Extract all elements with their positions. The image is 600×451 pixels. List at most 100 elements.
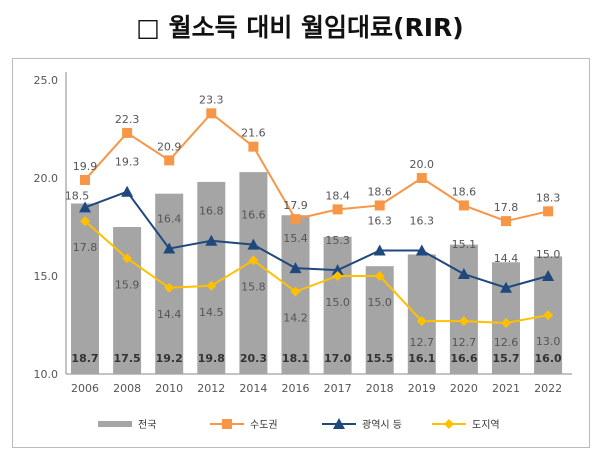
line-data-label: 13.0 [536,335,561,348]
bar-data-label: 17.5 [114,352,141,365]
data-point [458,316,469,327]
bar-data-label: 20.3 [240,352,267,365]
x-tick-label: 2021 [492,382,520,395]
line-data-label: 22.3 [115,113,140,126]
line-data-label: 18.6 [452,185,477,198]
data-point [206,280,217,291]
line-data-label: 17.8 [73,241,98,254]
series-line-수도권 [84,111,549,223]
data-point [205,234,218,246]
line-data-label: 18.6 [367,185,392,198]
line-data-label: 21.6 [241,127,266,140]
data-point [164,282,175,293]
line-data-label: 23.3 [199,93,224,106]
bar [449,244,478,374]
line-data-label: 17.8 [494,201,519,214]
data-point [290,214,301,225]
line-data-label: 15.0 [325,296,350,309]
data-point [122,253,133,264]
bar [323,236,352,374]
bar-data-label: 15.5 [366,352,393,365]
y-tick-label: 10.0 [34,368,59,381]
y-tick-label: 20.0 [34,172,59,185]
x-tick-label: 2014 [239,382,267,395]
x-tick-label: 2012 [197,382,225,395]
line-data-label: 16.3 [410,215,435,228]
line-data-label: 14.4 [157,308,182,321]
data-point [331,264,344,276]
line-data-label: 18.3 [536,191,561,204]
bar [197,181,226,374]
bar [71,203,99,374]
data-point [543,206,554,217]
data-point [248,255,259,266]
x-tick-label: 2006 [71,382,99,395]
data-point [415,244,428,256]
x-tick-label: 2020 [450,382,478,395]
line-data-label: 20.0 [410,158,435,171]
bar [239,172,268,374]
bar [365,266,394,374]
series-line-도지역 [84,220,549,325]
line-data-label: 16.8 [199,205,224,218]
bar-data-label: 16.6 [450,352,477,365]
legend-label: 도지역 [472,419,500,431]
data-point [500,281,512,293]
data-point [501,318,511,329]
bar [113,227,142,374]
data-point [79,201,91,213]
data-point [163,242,176,254]
legend-marker [333,418,345,429]
line-data-label: 16.3 [367,215,392,228]
bar-data-label: 18.7 [71,352,98,365]
line-data-label: 20.9 [157,140,182,153]
data-point [164,155,175,166]
x-tick-label: 2019 [408,382,436,395]
x-tick-label: 2018 [366,382,394,395]
bar-data-label: 18.1 [282,352,309,365]
line-data-label: 15.4 [283,232,308,245]
line-data-label: 19.9 [73,160,98,173]
y-tick-label: 25.0 [34,74,59,87]
data-point [374,271,385,281]
line-data-label: 15.1 [452,238,477,251]
data-point [501,216,511,227]
bar-data-label: 16.0 [535,352,562,365]
data-point [416,173,427,183]
line-data-label: 18.4 [325,189,350,202]
data-point [121,185,134,197]
bar-data-label: 16.1 [408,352,435,365]
data-point [458,200,469,211]
line-data-label: 15.0 [536,248,561,261]
line-data-label: 17.9 [283,199,308,212]
legend-label: 광역시 등 [362,419,402,431]
data-point [457,268,470,280]
data-point [289,262,302,274]
data-point [332,271,343,281]
series-line-광역시 등 [84,190,549,289]
legend-marker [222,419,232,429]
bar-data-label: 19.2 [156,352,183,365]
legend-label: 전국 [138,419,156,431]
data-point [542,270,555,281]
line-data-label: 12.7 [452,336,477,349]
data-point [80,174,90,185]
line-data-label: 15.0 [367,296,392,309]
data-point [290,286,301,297]
line-data-label: 15.9 [115,278,140,291]
data-point [247,238,260,250]
line-data-label: 18.5 [65,189,90,202]
line-data-label: 14.4 [494,252,519,265]
bar-data-label: 15.7 [492,352,519,365]
legend-swatch [98,421,132,427]
line-data-label: 12.7 [410,336,435,349]
bar [407,254,436,374]
data-point [248,141,259,152]
data-point [206,108,217,119]
x-tick-label: 2017 [324,382,352,395]
bar-data-label: 19.8 [198,352,225,365]
x-tick-label: 2010 [155,382,183,395]
data-point [416,316,427,327]
legend-label: 수도권 [250,419,278,431]
